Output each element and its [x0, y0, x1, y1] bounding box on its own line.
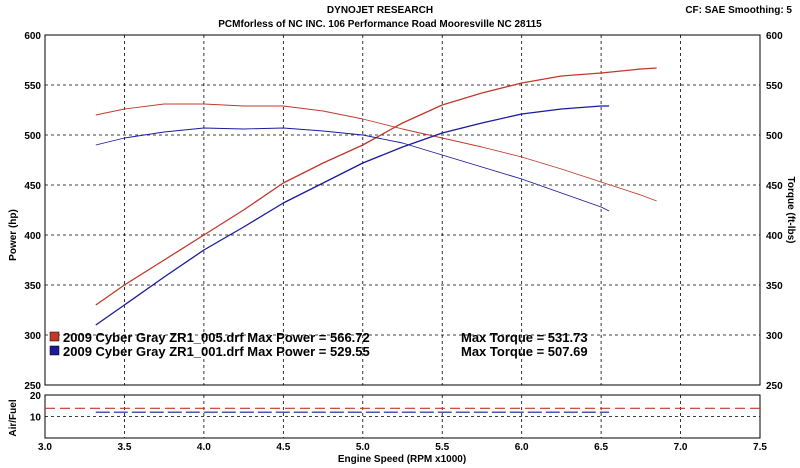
y-axis-label-airfuel: Air/Fuel: [8, 399, 19, 436]
chart-subtitle: PCMforless of NC INC. 106 Performance Ro…: [218, 19, 542, 30]
x-tick-label: 5.0: [356, 442, 370, 453]
y-tick-label: 500: [24, 131, 41, 142]
series-line-power-run1: [95, 67, 657, 306]
legend-swatch-run2: [49, 345, 60, 356]
y2-tick-label: 600: [766, 31, 783, 42]
series-line-torque-run1: [95, 103, 657, 202]
afr-y-tick-label: 20: [30, 391, 42, 402]
x-axis-label: Engine Speed (RPM x1000): [338, 454, 466, 465]
legend-entry-run1: 2009 Cyber Gray ZR1_005.drf Max Power = …: [63, 330, 370, 345]
y2-tick-label: 450: [766, 181, 783, 192]
air-fuel-panel: 3.0 3.5 4.0 4.5 5.0 5.5 6.0 6.5 7.0 7.5 10 20: [30, 391, 768, 453]
legend-torque-run2: Max Torque = 507.69: [461, 344, 588, 359]
series-line-power-run2: [95, 105, 610, 326]
y2-tick-label: 350: [766, 281, 783, 292]
y-tick-label: 250: [24, 381, 41, 392]
settings-label: CF: SAE Smoothing: 5: [685, 5, 792, 16]
series-line-torque-run2: [95, 127, 610, 212]
afr-y-tick-label: 10: [30, 413, 42, 424]
legend-entry-run2: 2009 Cyber Gray ZR1_001.drf Max Power = …: [63, 344, 370, 359]
x-tick-label: 3.5: [117, 442, 131, 453]
x-tick-label: 3.0: [38, 442, 52, 453]
y2-tick-label: 550: [766, 81, 783, 92]
x-tick-label: 7.0: [674, 442, 688, 453]
x-tick-label: 4.5: [276, 442, 290, 453]
y-tick-label: 550: [24, 81, 41, 92]
y2-tick-label: 300: [766, 331, 783, 342]
y-tick-label: 450: [24, 181, 41, 192]
legend-torque-run1: Max Torque = 531.73: [461, 330, 588, 345]
y-tick-label: 600: [24, 31, 41, 42]
y2-tick-label: 500: [766, 131, 783, 142]
y2-tick-label: 400: [766, 231, 783, 242]
chart-title: DYNOJET RESEARCH: [327, 5, 433, 16]
y-tick-label: 300: [24, 331, 41, 342]
y-tick-label: 400: [24, 231, 41, 242]
y-axis-label-torque: Torque (ft-lbs): [785, 176, 796, 243]
plot-area: [44, 34, 761, 386]
x-tick-label: 6.5: [594, 442, 608, 453]
legend-swatch-run1: [49, 331, 60, 342]
power-torque-panel: 250 300 350 400 450 500 550 600 250 300 350 400 450 5…: [24, 31, 783, 392]
x-tick-label: 7.5: [753, 442, 767, 453]
x-tick-label: 5.5: [435, 442, 449, 453]
x-tick-label: 6.0: [515, 442, 529, 453]
y-tick-label: 350: [24, 281, 41, 292]
y-axis-label-power: Power (hp): [8, 209, 19, 261]
legend: 2009 Cyber Gray ZR1_005.drf Max Power = …: [49, 330, 588, 359]
y2-tick-label: 250: [766, 381, 783, 392]
x-tick-label: 4.0: [197, 442, 211, 453]
